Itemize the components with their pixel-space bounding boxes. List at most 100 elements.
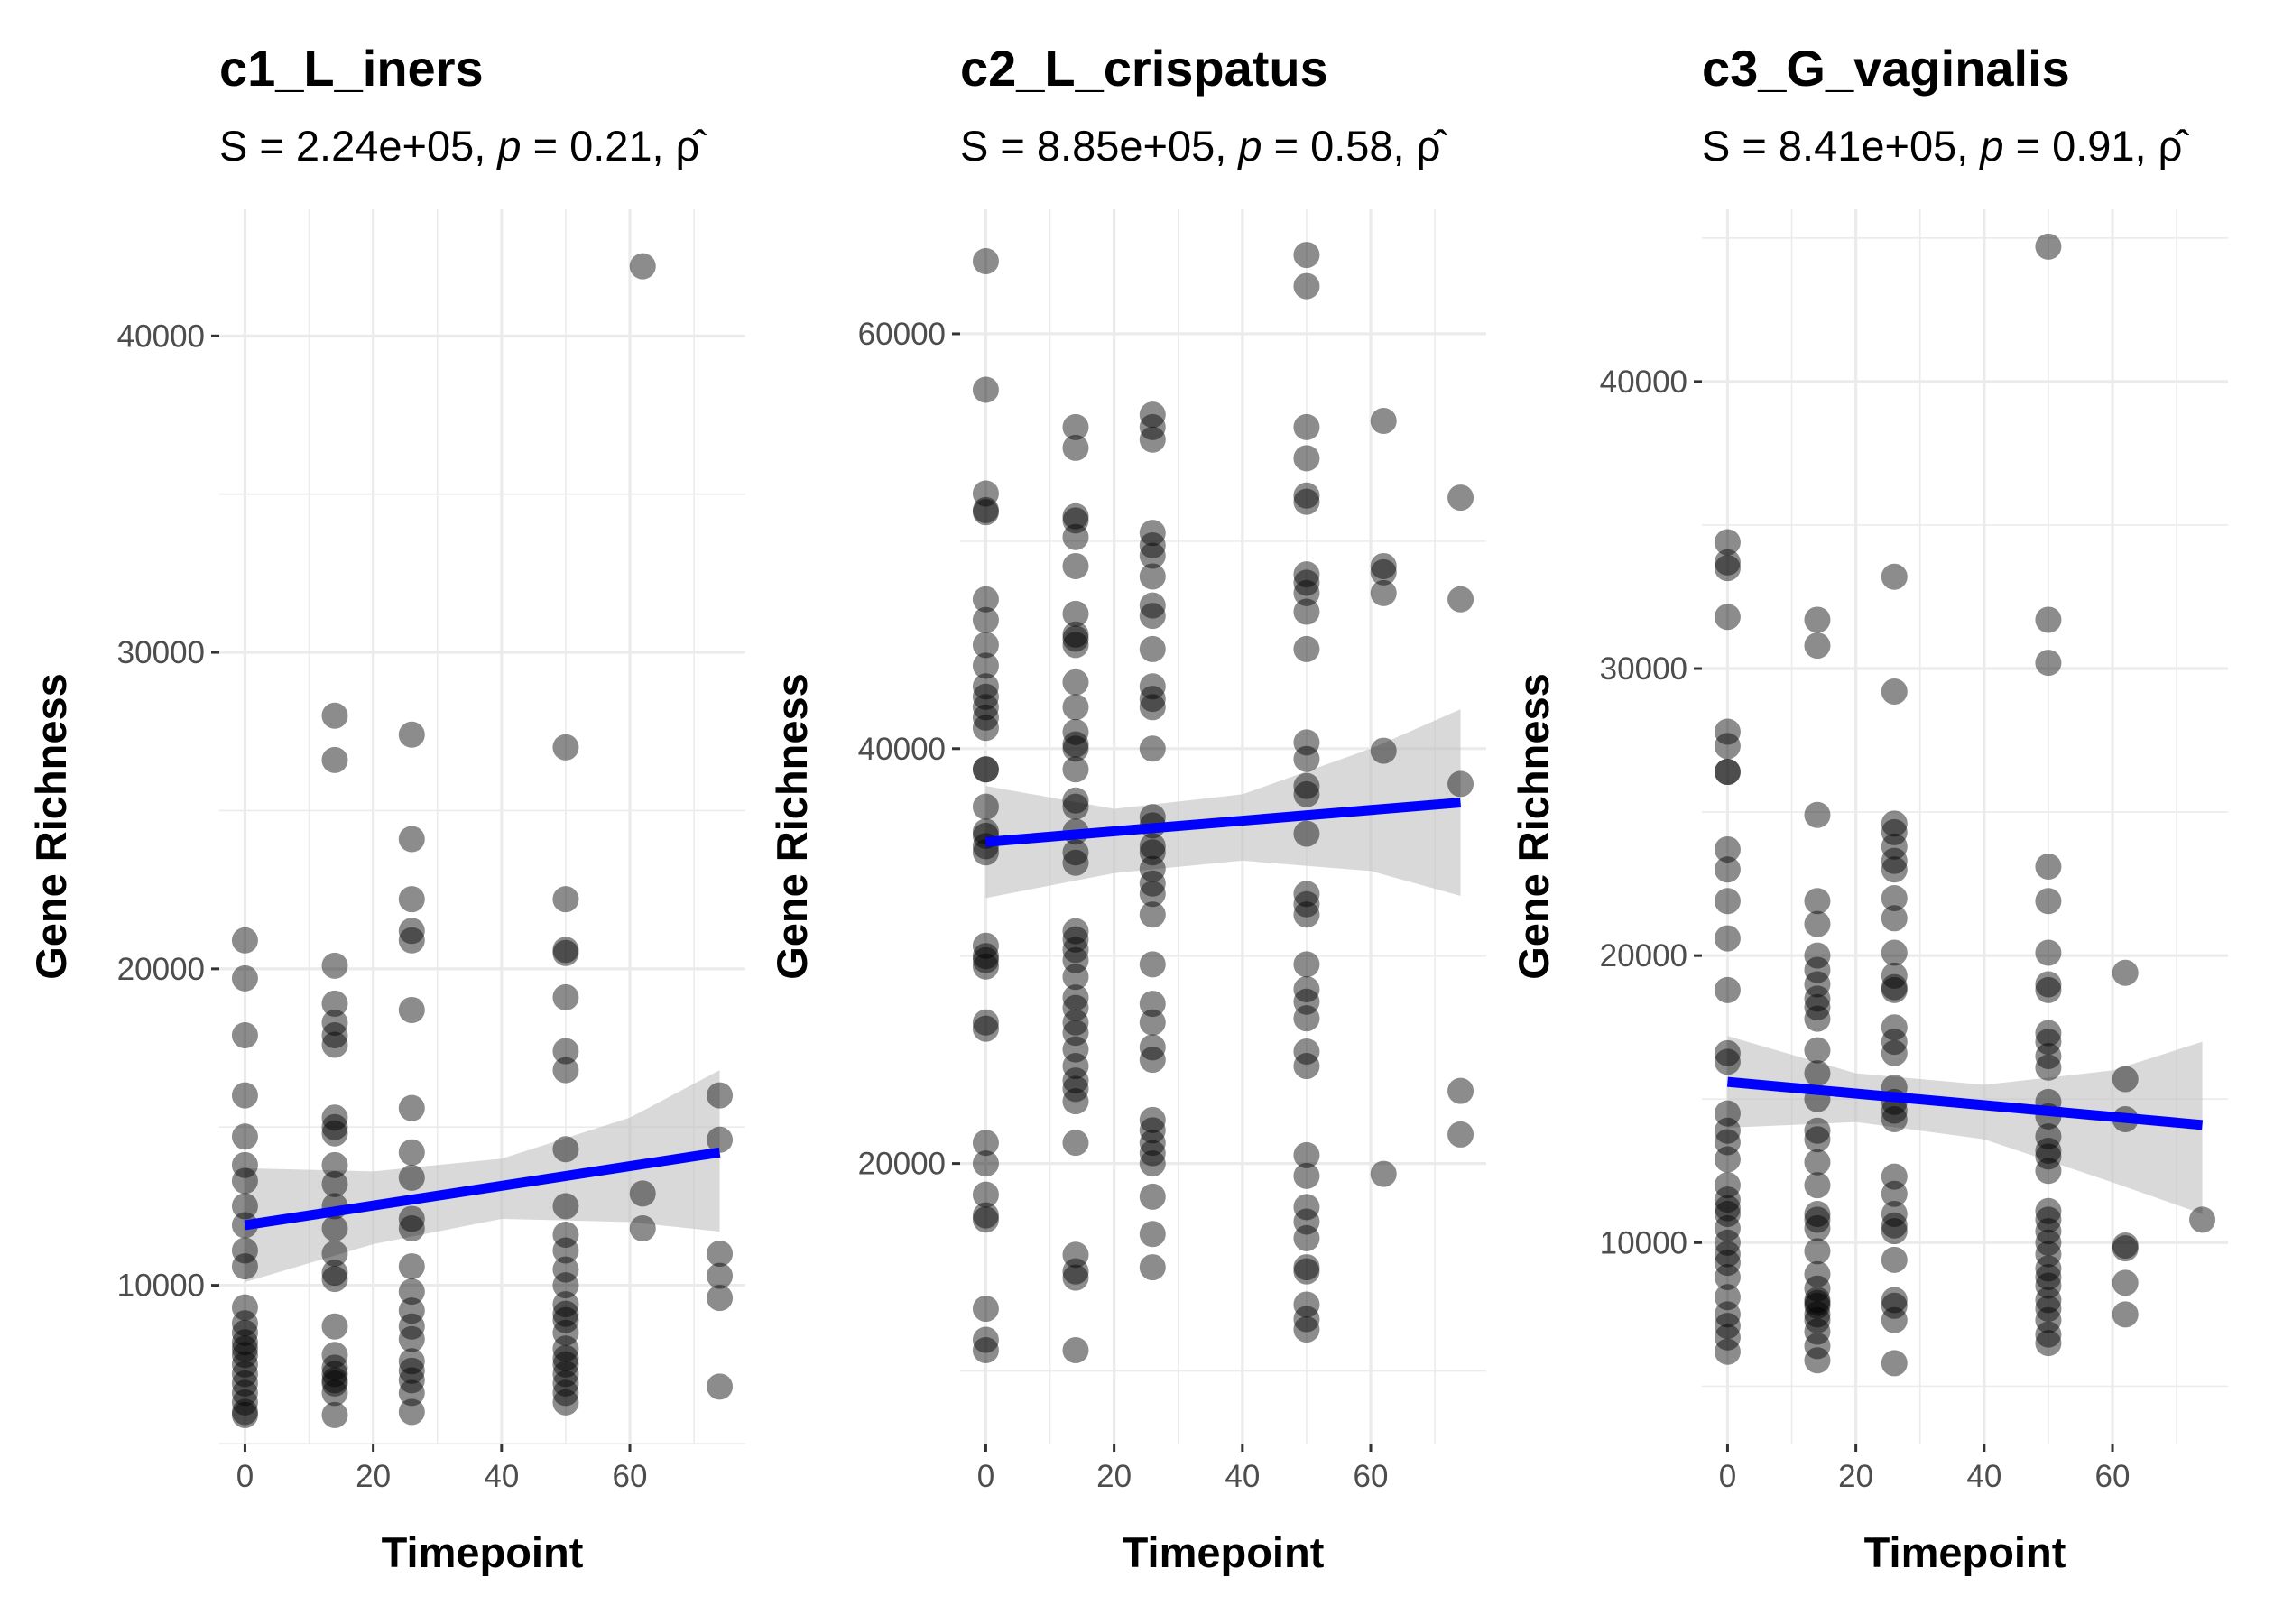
regression-line [244,1147,721,1231]
data-point [1881,1106,1908,1133]
data-point [321,1214,348,1241]
data-point [2035,1229,2062,1256]
subtitle-stat: S = 2.24e+05, [219,122,497,170]
data-point [231,1351,258,1378]
data-point [321,1260,348,1287]
y-tick-label: 30000 [1600,651,1687,687]
data-point [398,996,425,1023]
data-point [321,1342,348,1369]
data-point [707,1373,734,1400]
data-point [972,756,999,783]
panel-title: c2_L_crispatus [960,40,1328,97]
data-point [321,1104,348,1131]
data-point [1714,1100,1741,1127]
data-point [1139,1221,1166,1248]
data-point [552,1038,579,1065]
data-point [1293,745,1320,772]
data-point [1881,1350,1908,1377]
data-point [2035,606,2062,633]
panel-title: c3_G_vaginalis [1702,40,2070,97]
data-point [1062,1020,1089,1047]
data-point [1139,1130,1166,1157]
data-point [1062,434,1089,461]
regression-line [1726,1076,2204,1130]
data-point [1293,1306,1320,1333]
data-point [629,1214,656,1241]
data-point [972,704,999,731]
data-point [972,586,999,613]
data-point [1881,1287,1908,1314]
data-point [231,1123,258,1150]
data-point [552,1361,579,1388]
data-point [1881,1200,1908,1227]
data-point [2035,1321,2062,1348]
data-point [2035,1158,2062,1185]
data-point [1714,759,1741,786]
data-point [321,990,348,1017]
data-point [321,746,348,773]
data-point [1293,482,1320,509]
data-point [1139,1117,1166,1144]
data-point [2112,959,2139,986]
x-tick-label: 20 [1096,1459,1132,1494]
data-point [1881,810,1908,837]
data-point [1447,1121,1474,1148]
x-tick-label: 20 [356,1459,391,1494]
data-point [972,683,999,710]
data-point [972,1337,999,1364]
data-point [231,1329,258,1356]
data-point [1881,1163,1908,1190]
data-point [552,939,579,966]
data-point [1062,1241,1089,1269]
data-point [1139,833,1166,860]
data-point [1804,1347,1831,1374]
data-point [1062,632,1089,659]
data-point [2035,939,2062,966]
grid [1702,209,2228,1444]
data-points [1714,233,2216,1377]
data-point [1804,1206,1831,1233]
data-point [1714,1263,1741,1290]
y-tick-label: 20000 [1600,938,1687,973]
data-point [1804,1306,1831,1333]
data-point [321,1379,348,1407]
data-point [1804,632,1831,660]
data-point [1881,885,1908,912]
data-point [1714,1229,1741,1256]
confidence-band [985,709,1461,899]
data-point [1062,839,1089,866]
data-point [321,1113,348,1140]
data-point [1293,598,1320,625]
data-point [972,247,999,274]
data-point [1714,1214,1741,1241]
panel-3: 10000 20000 30000 40000 0 20 40 60 Timepoint Gene… [1510,40,2228,1576]
data-point [1293,820,1320,847]
data-point [707,1285,734,1312]
data-point [1062,600,1089,627]
data-point [1293,975,1320,1002]
data-point [1062,507,1089,534]
data-point [2035,1263,2062,1290]
data-point [972,376,999,403]
data-point [2112,1235,2139,1262]
data-point [1293,780,1320,807]
data-point [1139,563,1166,590]
data-point [1714,1039,1741,1066]
data-point [552,1335,579,1362]
data-point [1714,1186,1741,1213]
data-point [1714,1117,1741,1144]
x-tick-label: 20 [1838,1459,1873,1494]
data-point [321,1266,348,1293]
data-point [972,1015,999,1042]
data-point [1881,1306,1908,1333]
data-point [2035,1043,2062,1070]
data-point [1714,1241,1741,1268]
y-tick-label: 40000 [117,318,205,354]
data-point [972,715,999,742]
data-point [1714,549,1741,576]
data-point [629,1180,656,1207]
x-tick-label: 40 [484,1459,519,1494]
data-point [552,1057,579,1084]
data-point [1881,1218,1908,1245]
data-point [1804,1149,1831,1176]
